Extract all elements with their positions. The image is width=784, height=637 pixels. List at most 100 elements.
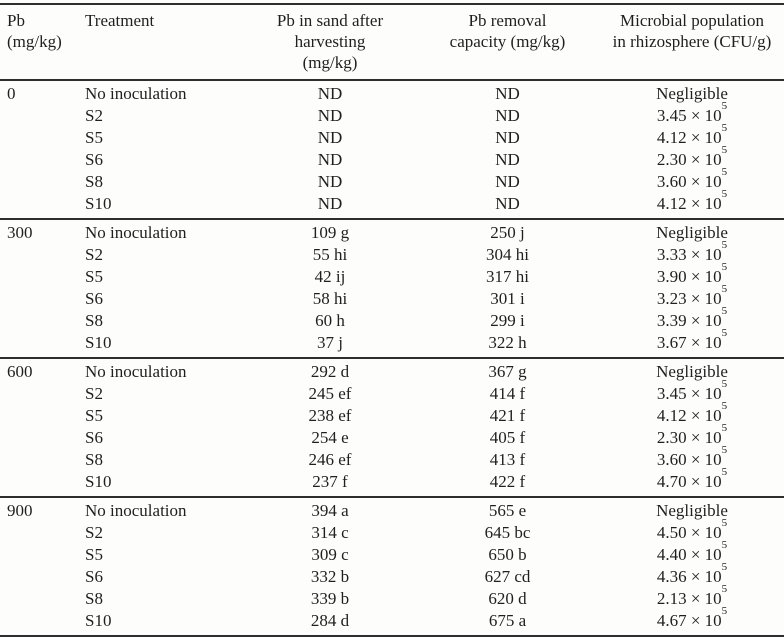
microbial-base: 3.33 × 10 [656, 245, 722, 264]
pb-sand-cell: 58 hi [312, 289, 348, 308]
pb-removal-cell: ND [495, 172, 520, 191]
microbial-cell: 4.40 × 105 [600, 540, 784, 566]
microbial-base: 3.45 × 10 [656, 384, 722, 403]
treatment-header: Treatment [77, 3, 245, 81]
microbial-exponent: 5 [721, 400, 728, 413]
microbial-cell: 3.39 × 105 [600, 306, 784, 332]
table-row: S5 ND ND 4.12 × 105 [0, 123, 784, 149]
microbial-exponent: 5 [721, 561, 728, 574]
microbial-cell: 3.67 × 105 [600, 328, 784, 358]
microbial-base: 4.12 × 10 [656, 194, 722, 213]
table-row: S10 284 d 675 a 4.67 × 105 [0, 606, 784, 636]
treatment-cell: S2 [85, 245, 103, 264]
pb-sand-cell: 246 ef [308, 450, 352, 469]
pb-removal-cell: 421 f [489, 406, 526, 425]
pb-removal-cell: 422 f [489, 472, 526, 491]
pb-sand-cell: 109 g [310, 223, 350, 242]
microbial-base: 3.23 × 10 [656, 289, 722, 308]
microbial-exponent: 5 [721, 583, 728, 596]
table-row: S8 60 h 299 i 3.39 × 105 [0, 306, 784, 332]
pb-level-cell [0, 266, 77, 288]
table-row: 300 No inoculation 109 g 250 j Negligibl… [0, 219, 784, 244]
microbial-base: Negligible [656, 362, 728, 381]
pb-level-header: Pb (mg/kg) [0, 3, 77, 81]
pb-level-cell: 0 [7, 84, 16, 103]
microbial-base: Negligible [656, 84, 728, 103]
microbial-cell: 2.30 × 105 [600, 423, 784, 449]
microbial-cell: 3.45 × 105 [600, 101, 784, 127]
pb-level-cell [0, 149, 77, 171]
microbial-base: Negligible [656, 223, 728, 242]
pb-removal-cell: 250 j [490, 223, 525, 242]
microbial-cell: 4.50 × 105 [600, 518, 784, 544]
pb-sand-cell: 42 ij [314, 267, 346, 286]
treatment-cell: S2 [85, 106, 103, 125]
pb-level-cell [0, 405, 77, 427]
microbial-base: 3.39 × 10 [656, 311, 722, 330]
microbial-exponent: 5 [721, 605, 728, 618]
microbial-exponent: 5 [721, 261, 728, 274]
header-line: harvesting [294, 32, 366, 51]
microbial-exponent: 5 [721, 188, 728, 201]
microbial-base: 4.40 × 10 [656, 545, 722, 564]
table-row: 0 No inoculation ND ND Negligible [0, 80, 784, 105]
microbial-exponent: 5 [721, 327, 728, 340]
pb-removal-cell: 367 g [488, 362, 527, 381]
pb-removal-cell: ND [495, 150, 520, 169]
microbial-cell: Negligible [600, 497, 784, 522]
table-row: S5 309 c 650 b 4.40 × 105 [0, 540, 784, 566]
pb-level-cell [0, 171, 77, 193]
pb-group: 0 No inoculation ND ND Negligible S2 ND … [0, 80, 784, 219]
header-line: (mg/kg) [302, 53, 358, 72]
microbial-base: 4.70 × 10 [656, 472, 722, 491]
table-row: S6 ND ND 2.30 × 105 [0, 145, 784, 171]
treatment-cell: S2 [85, 384, 103, 403]
pb-sand-cell: 55 hi [312, 245, 348, 264]
pb-sand-cell: 339 b [310, 589, 350, 608]
pb-sand-cell: 394 a [311, 501, 349, 520]
microbial-exponent: 5 [721, 239, 728, 252]
microbial-cell: 3.23 × 105 [600, 284, 784, 310]
table-row: S8 ND ND 3.60 × 105 [0, 167, 784, 193]
microbial-cell: Negligible [600, 358, 784, 383]
pb-removal-cell: 414 f [489, 384, 526, 403]
table-row: S2 245 ef 414 f 3.45 × 105 [0, 379, 784, 405]
pb-level-cell: 600 [7, 362, 33, 381]
microbial-base: 4.36 × 10 [656, 567, 722, 586]
pb-level-cell [0, 383, 77, 405]
microbial-base: 2.30 × 10 [656, 150, 722, 169]
pb-level-cell [0, 522, 77, 544]
treatment-cell: S5 [85, 267, 103, 286]
microbial-exponent: 5 [721, 122, 728, 135]
pb-level-cell: 900 [7, 501, 33, 520]
header-line: Treatment [85, 11, 155, 30]
pb-removal-cell: ND [495, 106, 520, 125]
treatment-cell: S10 [85, 472, 112, 491]
microbial-exponent: 5 [721, 539, 728, 552]
header-line: (mg/kg) [7, 32, 62, 51]
treatment-cell: S6 [85, 289, 103, 308]
table-row: S5 42 ij 317 hi 3.90 × 105 [0, 262, 784, 288]
table-row: 900 No inoculation 394 a 565 e Negligibl… [0, 497, 784, 522]
treatment-cell: No inoculation [85, 501, 187, 520]
pb-removal-cell: 317 hi [486, 267, 529, 286]
pb-sand-cell: 314 c [311, 523, 349, 542]
microbial-cell: 3.33 × 105 [600, 240, 784, 266]
table-header-row: Pb (mg/kg) Treatment Pb in sand after ha… [0, 3, 784, 81]
microbial-exponent: 5 [721, 166, 728, 179]
table-row: S8 246 ef 413 f 3.60 × 105 [0, 445, 784, 471]
treatment-cell: S6 [85, 150, 103, 169]
microbial-exponent: 5 [721, 144, 728, 157]
pb-removal-header: Pb removal capacity (mg/kg) [415, 3, 600, 81]
microbial-base: 4.67 × 10 [656, 611, 722, 630]
pb-removal-cell: 650 b [488, 545, 527, 564]
microbial-base: 3.67 × 10 [656, 333, 722, 352]
table-row: 600 No inoculation 292 d 367 g Negligibl… [0, 358, 784, 383]
pb-level-cell: 300 [7, 223, 33, 242]
treatment-cell: No inoculation [85, 223, 187, 242]
microbial-cell: 2.30 × 105 [600, 145, 784, 171]
pb-group: 300 No inoculation 109 g 250 j Negligibl… [0, 219, 784, 358]
microbial-base: Negligible [656, 501, 728, 520]
microbial-base: 4.12 × 10 [656, 406, 722, 425]
